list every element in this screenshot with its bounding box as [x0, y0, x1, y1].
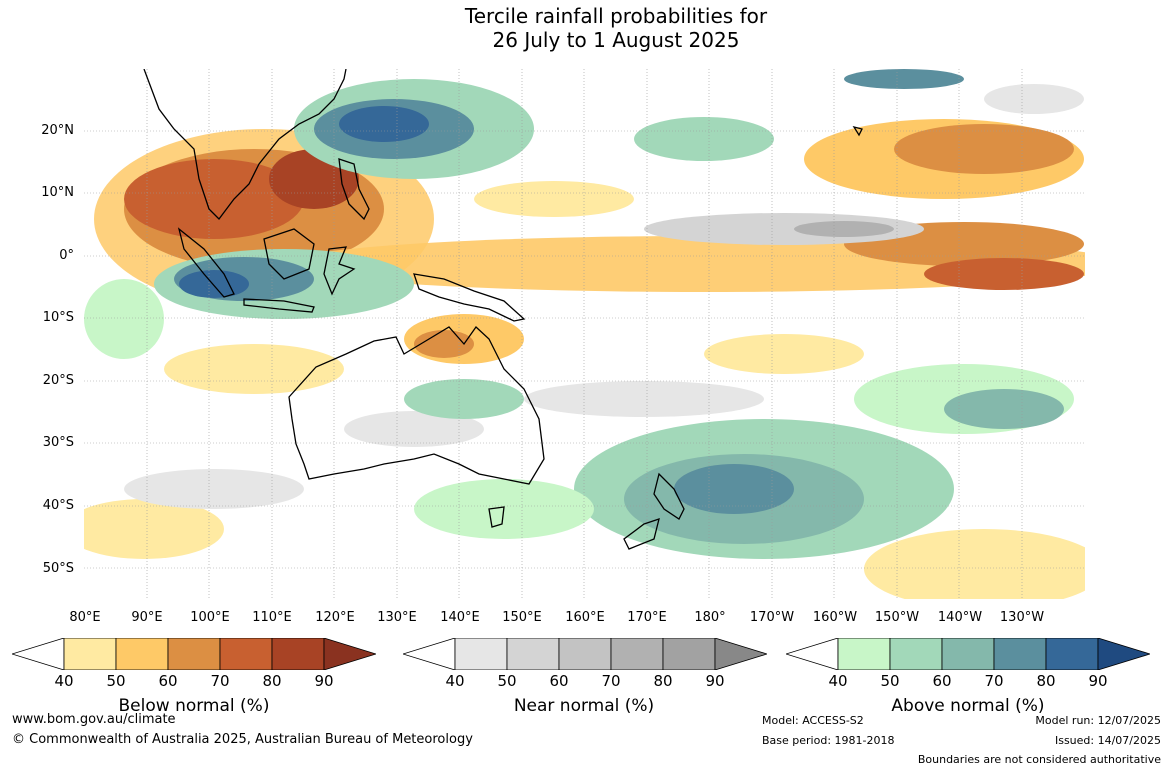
issued-date: Issued: 14/07/2025 — [1054, 734, 1161, 747]
lon-label: 160°E — [565, 610, 605, 625]
colorbar-tick: 70 — [984, 672, 1004, 690]
lon-label: 150°W — [874, 610, 920, 625]
colorbar-near-normal — [403, 638, 767, 670]
colorbar-near-segment — [403, 638, 456, 670]
lon-label: 180° — [694, 610, 726, 625]
lon-label: 170°E — [627, 610, 667, 625]
colorbar-below-segment — [219, 638, 273, 670]
philippines-coastline — [338, 158, 370, 221]
below-normal-regions — [84, 119, 1085, 599]
colorbar-tick: 80 — [1036, 672, 1056, 690]
lon-label: 100°E — [190, 610, 230, 625]
colorbar-tick: 90 — [705, 672, 725, 690]
new-zealand-coastline — [623, 472, 685, 550]
colorbar-tick: 40 — [828, 672, 848, 690]
colorbar-near-segment — [610, 638, 664, 670]
colorbar-below-segment — [167, 638, 221, 670]
colorbar-tick: 40 — [54, 672, 74, 690]
colorbar-above-segment — [837, 638, 891, 670]
colorbar-title-below: Below normal (%) — [118, 696, 270, 716]
near-normal-regions — [124, 84, 1084, 509]
lat-label: 20°N — [41, 123, 74, 138]
colorbar-above-normal — [786, 638, 1150, 670]
australia-coastline — [288, 326, 545, 485]
colorbar-below-segment — [12, 638, 65, 670]
lat-label: 10°S — [42, 310, 74, 325]
model-name: Model: ACCESS-S2 — [762, 714, 864, 727]
colorbar-tick: 50 — [106, 672, 126, 690]
colorbar-title-near: Near normal (%) — [513, 696, 655, 716]
lon-label: 140°W — [937, 610, 983, 625]
lat-label: 20°S — [42, 373, 74, 388]
hawaii-coastline — [852, 125, 863, 137]
lon-label: 80°E — [69, 610, 101, 625]
model-run-date: Model run: 12/07/2025 — [1035, 714, 1161, 727]
lon-label: 110°E — [252, 610, 292, 625]
colorbar-above-segment — [941, 638, 995, 670]
colorbar-near-segment — [714, 638, 767, 670]
website-link[interactable]: www.bom.gov.au/climate — [12, 712, 176, 727]
probability-map — [84, 69, 1085, 599]
mainland-asia-coastline — [143, 69, 347, 220]
base-period: Base period: 1981-2018 — [762, 734, 895, 747]
tasmania-coastline — [488, 506, 505, 528]
colorbar-tick: 80 — [262, 672, 282, 690]
java-coastline — [243, 298, 315, 313]
gridlines — [84, 69, 1085, 599]
colorbar-tick: 90 — [314, 672, 334, 690]
lat-label: 10°N — [41, 185, 74, 200]
colorbar-below-segment — [323, 638, 376, 670]
lon-label: 130°W — [999, 610, 1045, 625]
sumatra-coastline — [177, 227, 235, 298]
colorbar-tick: 40 — [445, 672, 465, 690]
boundaries-disclaimer: Boundaries are not considered authoritat… — [917, 753, 1161, 766]
colorbar-tick: 60 — [932, 672, 952, 690]
lon-label: 120°E — [315, 610, 355, 625]
map-canvas — [84, 69, 1085, 599]
colorbar-tick: 50 — [497, 672, 517, 690]
title-line-2: 26 July to 1 August 2025 — [492, 28, 740, 52]
colorbar-tick: 70 — [601, 672, 621, 690]
colorbar-below-segment — [63, 638, 117, 670]
lat-label: 0° — [59, 248, 74, 263]
lon-label: 160°W — [812, 610, 858, 625]
colorbar-tick: 50 — [880, 672, 900, 690]
colorbar-above-segment — [1045, 638, 1099, 670]
above-normal-regions — [84, 69, 1074, 559]
coastlines — [143, 69, 863, 550]
lon-label: 170°W — [749, 610, 795, 625]
borneo-coastline — [263, 228, 315, 280]
colorbar-above-segment — [786, 638, 839, 670]
colorbar-tick: 90 — [1088, 672, 1108, 690]
copyright-notice: © Commonwealth of Australia 2025, Austra… — [12, 732, 473, 747]
colorbar-above-segment — [993, 638, 1047, 670]
lon-label: 130°E — [377, 610, 417, 625]
colorbar-below-segment — [115, 638, 169, 670]
colorbar-near-segment — [558, 638, 612, 670]
colorbar-title-above: Above normal (%) — [891, 696, 1045, 716]
colorbar-tick: 60 — [549, 672, 569, 690]
sulawesi-coastline — [323, 246, 356, 296]
colorbar-above-segment — [889, 638, 943, 670]
lat-label: 30°S — [42, 435, 74, 450]
colorbar-above-segment — [1097, 638, 1150, 670]
lon-label: 140°E — [440, 610, 480, 625]
colorbar-below-normal — [12, 638, 376, 670]
lon-label: 90°E — [131, 610, 163, 625]
title-line-1: Tercile rainfall probabilities for — [464, 4, 768, 28]
colorbar-near-segment — [454, 638, 508, 670]
colorbar-tick: 80 — [653, 672, 673, 690]
colorbar-near-segment — [506, 638, 560, 670]
colorbar-tick: 70 — [210, 672, 230, 690]
lat-label: 50°S — [42, 561, 74, 576]
lat-label: 40°S — [42, 498, 74, 513]
colorbar-near-segment — [662, 638, 716, 670]
map-title: Tercile rainfall probabilities for 26 Ju… — [0, 4, 1173, 52]
colorbar-below-segment — [271, 638, 325, 670]
new-guinea-coastline — [413, 273, 526, 322]
colorbar-tick: 60 — [158, 672, 178, 690]
lon-label: 150°E — [502, 610, 542, 625]
